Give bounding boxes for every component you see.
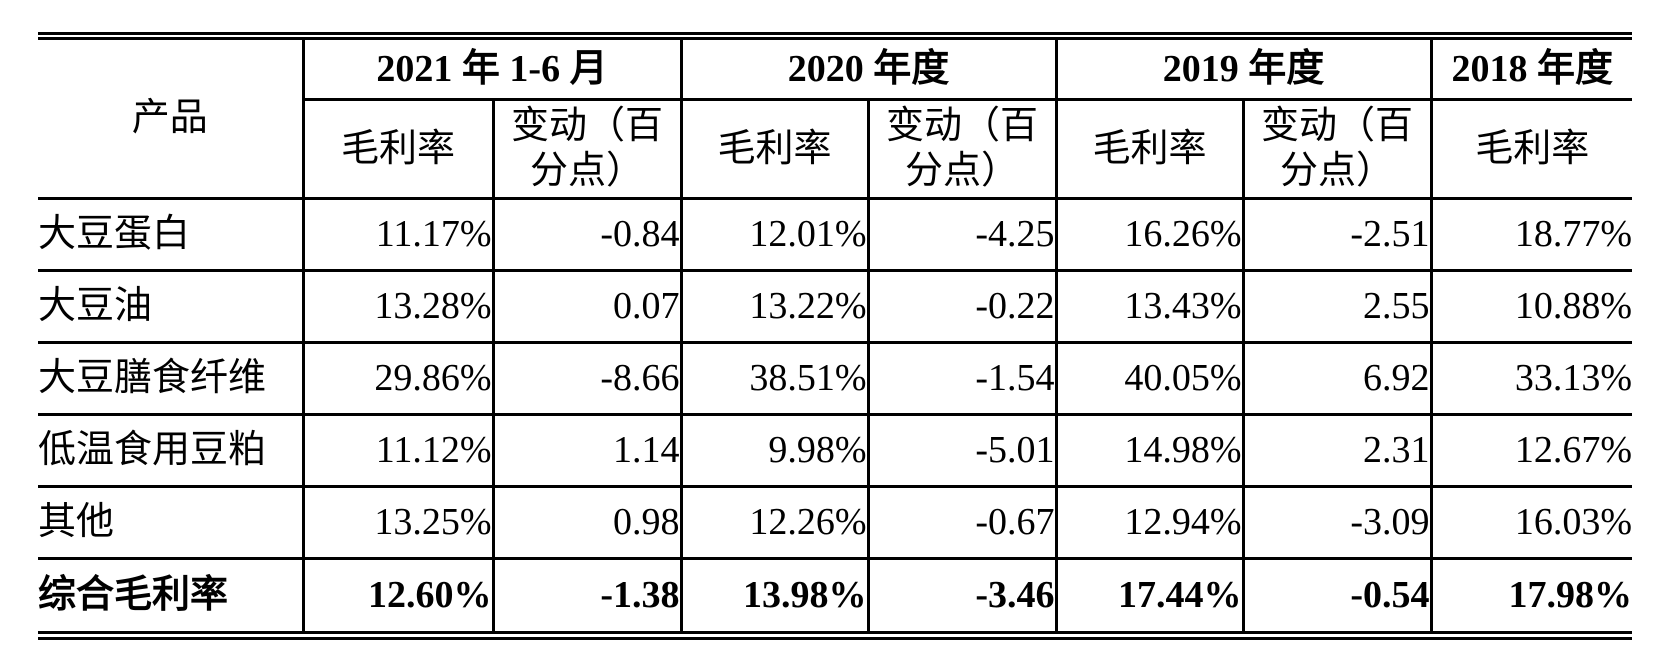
- product-name: 低温食用豆粕: [36, 413, 305, 488]
- table-row-low-temp-soybean-meal: 低温食用豆粕 11.12% 1.14 9.98% -5.01 14.98% 2.…: [36, 413, 1634, 488]
- gross-margin-2021: 29.86%: [301, 341, 495, 416]
- header-period-row: 产品 2021 年 1-6 月 2020 年度 2019 年度 2018 年度: [36, 38, 1634, 200]
- gross-margin-table-container: 产品 2021 年 1-6 月 2020 年度 2019 年度 2018 年度 …: [36, 32, 1634, 640]
- gross-margin-2020: 38.51%: [679, 341, 870, 416]
- gross-margin-2019: 17.44%: [1054, 557, 1245, 633]
- header-period-2019: 2019 年度: [1054, 38, 1433, 101]
- table-row-soy-dietary-fiber: 大豆膳食纤维 29.86% -8.66 38.51% -1.54 40.05% …: [36, 341, 1634, 416]
- change-2020: -4.25: [866, 197, 1058, 272]
- header-gross-margin-2020: 毛利率: [679, 98, 870, 200]
- change-2021: 1.14: [491, 413, 683, 488]
- gross-margin-2020: 12.26%: [679, 485, 870, 560]
- header-change-2019-label: 变动（百分点）: [1261, 105, 1414, 192]
- header-period-2018: 2018 年度: [1429, 38, 1634, 101]
- table-row-soy-oil: 大豆油 13.28% 0.07 13.22% -0.22 13.43% 2.55…: [36, 269, 1634, 344]
- gross-margin-2018: 12.67%: [1429, 413, 1634, 488]
- product-name: 其他: [36, 485, 305, 560]
- change-2020: -5.01: [866, 413, 1058, 488]
- gross-margin-2021: 11.17%: [301, 197, 495, 272]
- gross-margin-2021: 12.60%: [301, 557, 495, 633]
- change-2021: -0.84: [491, 197, 683, 272]
- gross-margin-2018: 10.88%: [1429, 269, 1634, 344]
- gross-margin-2021: 13.25%: [301, 485, 495, 560]
- product-name: 大豆膳食纤维: [36, 341, 305, 416]
- change-2020: -0.67: [866, 485, 1058, 560]
- product-name: 大豆油: [36, 269, 305, 344]
- product-name: 综合毛利率: [36, 557, 305, 633]
- change-2019: -2.51: [1241, 197, 1433, 272]
- change-2019: -3.09: [1241, 485, 1433, 560]
- table-row-others: 其他 13.25% 0.98 12.26% -0.67 12.94% -3.09…: [36, 485, 1634, 560]
- header-product: 产品: [36, 38, 305, 200]
- change-2021: 0.98: [491, 485, 683, 560]
- change-2020: -1.54: [866, 341, 1058, 416]
- gross-margin-2020: 9.98%: [679, 413, 870, 488]
- header-period-2021: 2021 年 1-6 月: [301, 38, 683, 101]
- gross-margin-2019: 13.43%: [1054, 269, 1245, 344]
- change-2019: -0.54: [1241, 557, 1433, 633]
- gross-margin-2021: 11.12%: [301, 413, 495, 488]
- header-change-2021: 变动（百分点）: [491, 98, 683, 200]
- gross-margin-2020: 13.22%: [679, 269, 870, 344]
- gross-margin-2019: 12.94%: [1054, 485, 1245, 560]
- header-gross-margin-2018: 毛利率: [1429, 98, 1634, 200]
- change-2021: 0.07: [491, 269, 683, 344]
- header-period-2020: 2020 年度: [679, 38, 1058, 101]
- gross-margin-2018: 16.03%: [1429, 485, 1634, 560]
- header-gross-margin-2019: 毛利率: [1054, 98, 1245, 200]
- change-2020: -0.22: [866, 269, 1058, 344]
- header-change-2019: 变动（百分点）: [1241, 98, 1433, 200]
- gross-margin-2018: 18.77%: [1429, 197, 1634, 272]
- header-change-2020-label: 变动（百分点）: [885, 105, 1038, 192]
- gross-margin-2018: 17.98%: [1429, 557, 1634, 633]
- change-2020: -3.46: [866, 557, 1058, 633]
- change-2019: 2.31: [1241, 413, 1433, 488]
- change-2021: -1.38: [491, 557, 683, 633]
- header-gross-margin-2021: 毛利率: [301, 98, 495, 200]
- product-name: 大豆蛋白: [36, 197, 305, 272]
- gross-margin-table: 产品 2021 年 1-6 月 2020 年度 2019 年度 2018 年度 …: [36, 38, 1634, 633]
- change-2019: 2.55: [1241, 269, 1433, 344]
- gross-margin-2018: 33.13%: [1429, 341, 1634, 416]
- header-metric-row: 毛利率 变动（百分点） 毛利率 变动（百分点） 毛利率 变动（百分点） 毛利率: [38, 98, 1634, 200]
- change-2019: 6.92: [1241, 341, 1433, 416]
- gross-margin-2021: 13.28%: [301, 269, 495, 344]
- gross-margin-2019: 40.05%: [1054, 341, 1245, 416]
- table-row-overall-gross-margin: 综合毛利率 12.60% -1.38 13.98% -3.46 17.44% -…: [36, 557, 1634, 633]
- header-change-2021-label: 变动（百分点）: [510, 105, 663, 192]
- gross-margin-2019: 16.26%: [1054, 197, 1245, 272]
- gross-margin-2019: 14.98%: [1054, 413, 1245, 488]
- table-row-soy-protein: 大豆蛋白 11.17% -0.84 12.01% -4.25 16.26% -2…: [36, 197, 1634, 272]
- gross-margin-2020: 12.01%: [679, 197, 870, 272]
- gross-margin-2020: 13.98%: [679, 557, 870, 633]
- change-2021: -8.66: [491, 341, 683, 416]
- header-change-2020: 变动（百分点）: [866, 98, 1058, 200]
